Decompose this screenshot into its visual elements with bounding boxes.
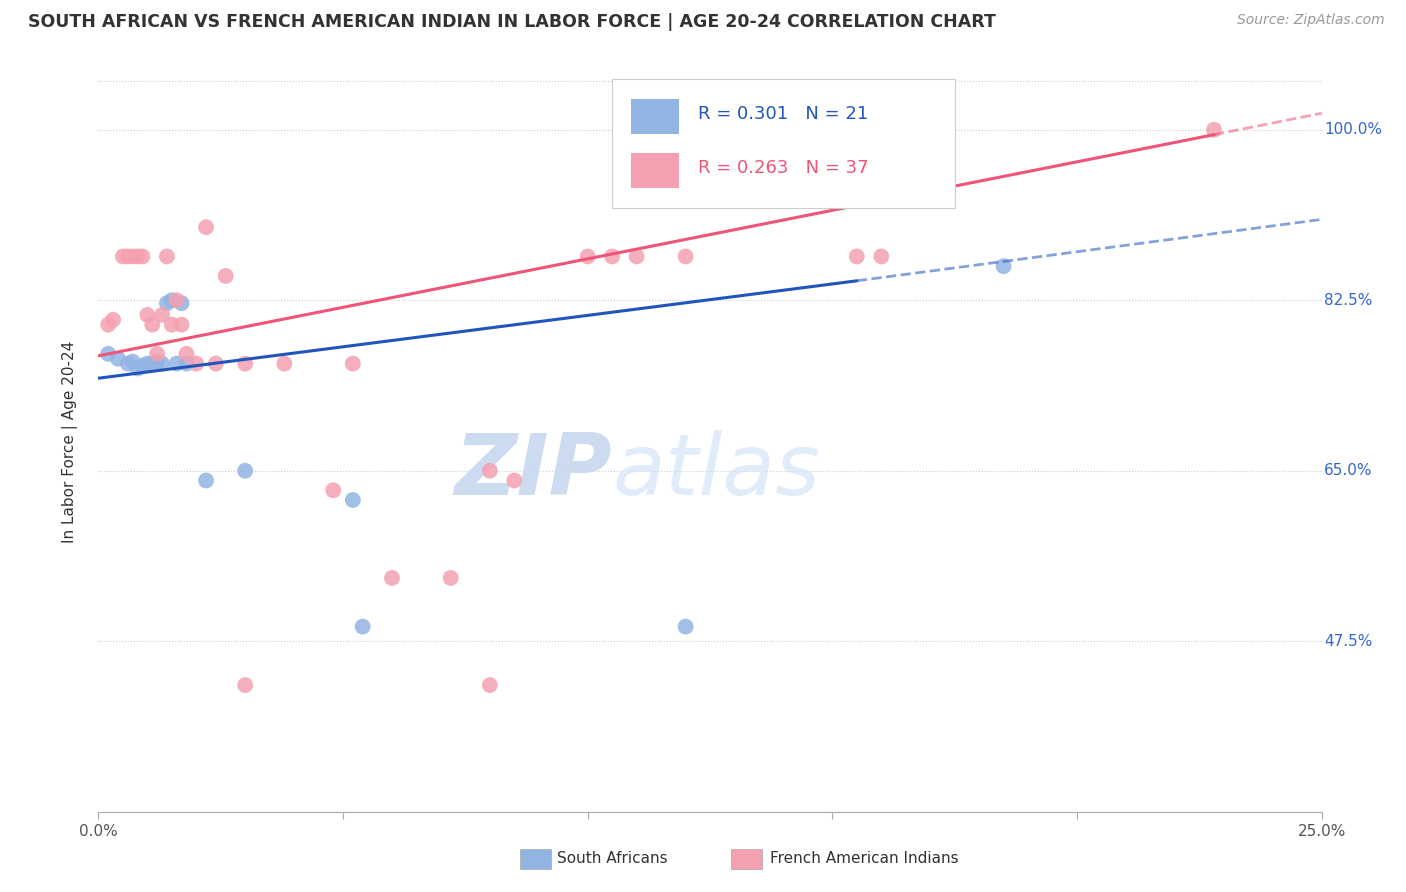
Point bbox=[675, 249, 697, 264]
Point bbox=[478, 678, 501, 692]
Point bbox=[195, 220, 218, 235]
Y-axis label: In Labor Force | Age 20-24: In Labor Force | Age 20-24 bbox=[62, 341, 77, 542]
Text: 47.5%: 47.5% bbox=[1324, 633, 1372, 648]
Point bbox=[166, 357, 188, 371]
Point bbox=[121, 249, 143, 264]
Point bbox=[150, 308, 173, 322]
Point bbox=[195, 474, 218, 488]
Point bbox=[117, 249, 139, 264]
Point bbox=[233, 678, 256, 692]
Point bbox=[1202, 123, 1225, 137]
Point bbox=[214, 268, 236, 283]
Text: 65.0%: 65.0% bbox=[1324, 463, 1372, 478]
Point bbox=[273, 357, 295, 371]
Point bbox=[626, 249, 648, 264]
Point bbox=[160, 293, 183, 308]
Point bbox=[600, 249, 623, 264]
Point bbox=[342, 493, 364, 508]
Text: Source: ZipAtlas.com: Source: ZipAtlas.com bbox=[1237, 13, 1385, 28]
Point bbox=[146, 347, 169, 361]
Text: ZIP: ZIP bbox=[454, 430, 612, 513]
Text: 82.5%: 82.5% bbox=[1324, 293, 1372, 308]
Point bbox=[136, 308, 159, 322]
Point bbox=[352, 619, 374, 633]
Point bbox=[97, 347, 120, 361]
Point bbox=[576, 249, 599, 264]
Point bbox=[675, 619, 697, 633]
Point bbox=[107, 351, 129, 366]
Point bbox=[121, 354, 143, 368]
Point bbox=[141, 318, 163, 332]
Point bbox=[503, 474, 526, 488]
Point bbox=[117, 357, 139, 371]
Point bbox=[131, 359, 153, 373]
Point bbox=[233, 357, 256, 371]
Point bbox=[176, 357, 198, 371]
Point bbox=[170, 296, 193, 310]
Point bbox=[156, 296, 179, 310]
Point bbox=[160, 318, 183, 332]
Point bbox=[131, 249, 153, 264]
Point bbox=[381, 571, 404, 585]
FancyBboxPatch shape bbox=[630, 99, 679, 135]
Point bbox=[845, 249, 868, 264]
Point bbox=[342, 357, 364, 371]
Point bbox=[97, 318, 120, 332]
Point bbox=[141, 357, 163, 371]
Text: R = 0.301   N = 21: R = 0.301 N = 21 bbox=[697, 105, 868, 123]
Text: SOUTH AFRICAN VS FRENCH AMERICAN INDIAN IN LABOR FORCE | AGE 20-24 CORRELATION C: SOUTH AFRICAN VS FRENCH AMERICAN INDIAN … bbox=[28, 13, 995, 31]
Point bbox=[111, 249, 134, 264]
Point bbox=[166, 293, 188, 308]
Point bbox=[156, 249, 179, 264]
Point bbox=[150, 357, 173, 371]
Text: R = 0.263   N = 37: R = 0.263 N = 37 bbox=[697, 159, 869, 177]
Point bbox=[176, 347, 198, 361]
Point bbox=[870, 249, 893, 264]
Point bbox=[233, 464, 256, 478]
FancyBboxPatch shape bbox=[630, 153, 679, 188]
Point bbox=[440, 571, 463, 585]
Point bbox=[170, 318, 193, 332]
Point bbox=[101, 312, 124, 326]
Point bbox=[127, 361, 149, 376]
Text: French American Indians: French American Indians bbox=[770, 852, 959, 866]
Text: 100.0%: 100.0% bbox=[1324, 122, 1382, 137]
Point bbox=[146, 354, 169, 368]
Point bbox=[322, 483, 344, 498]
Text: South Africans: South Africans bbox=[557, 852, 668, 866]
Point bbox=[186, 357, 208, 371]
Point bbox=[478, 464, 501, 478]
Point bbox=[205, 357, 228, 371]
Text: atlas: atlas bbox=[612, 430, 820, 513]
FancyBboxPatch shape bbox=[612, 78, 955, 209]
Point bbox=[127, 249, 149, 264]
Point bbox=[136, 357, 159, 371]
Point bbox=[993, 259, 1015, 273]
